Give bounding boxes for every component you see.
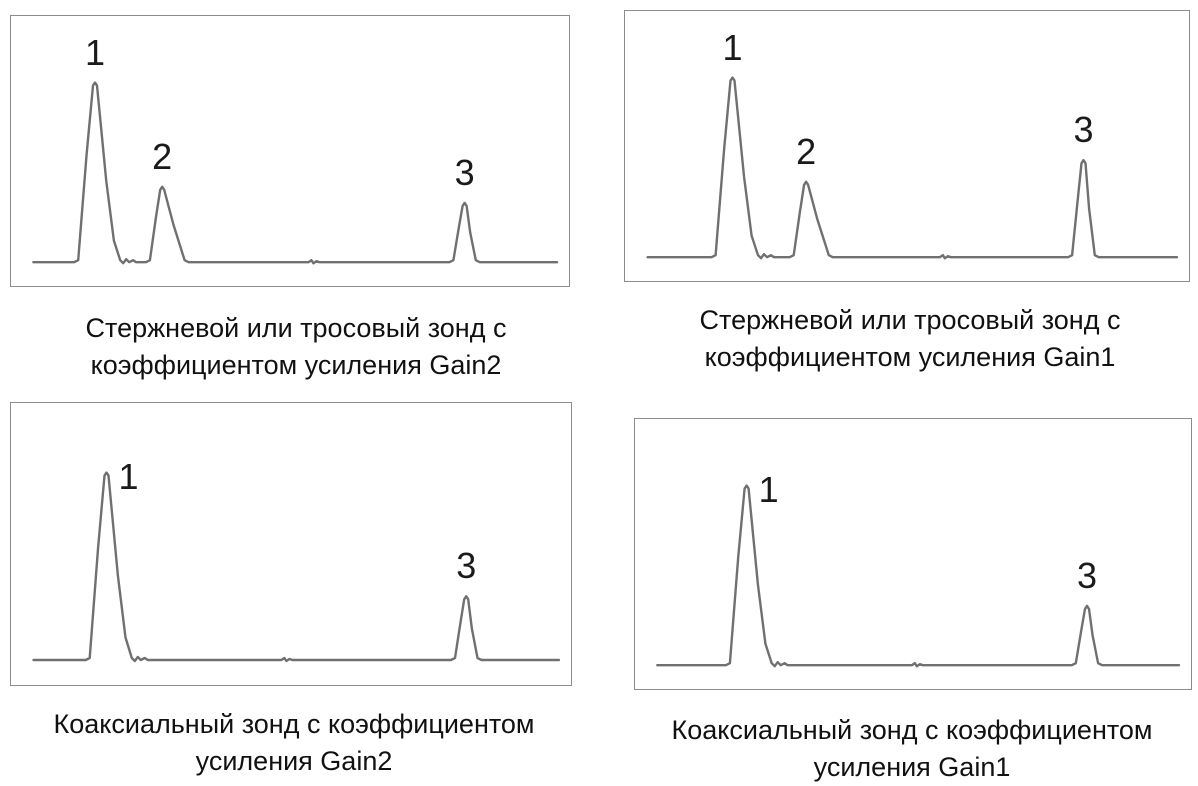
peak-label-3: 3 <box>455 155 475 191</box>
chart-panel: 1 2 3 <box>10 15 570 287</box>
chart-plot-area <box>11 403 571 685</box>
peak-label-2: 2 <box>796 134 816 170</box>
caption-line: Коаксиальный зонд с коэффициентом <box>54 706 535 743</box>
signal-trace <box>657 486 1179 667</box>
peak-label-3: 3 <box>1077 558 1097 594</box>
peak-label-3: 3 <box>1073 112 1093 148</box>
caption-line: Стержневой или тросовый зонд с <box>700 302 1121 339</box>
peak-label-1: 1 <box>723 30 743 66</box>
peak-label-1: 1 <box>119 459 139 495</box>
peak-label-2: 2 <box>152 139 172 175</box>
peak-label-3: 3 <box>456 548 476 584</box>
caption-line: коэффициентом усиления Gain2 <box>86 347 507 384</box>
chart-plot-area <box>625 11 1189 281</box>
peak-label-1: 1 <box>85 35 105 71</box>
chart-panel: 1 2 3 <box>624 10 1190 282</box>
caption-line: Стержневой или тросовый зонд с <box>86 310 507 347</box>
caption-line: усиления Gain1 <box>672 749 1153 786</box>
caption-line: коэффициентом усиления Gain1 <box>700 339 1121 376</box>
peak-label-1: 1 <box>759 472 779 508</box>
signal-trace <box>34 473 559 661</box>
caption-line: усиления Gain2 <box>54 743 535 780</box>
chart-plot-area <box>635 419 1191 689</box>
caption-line: Коаксиальный зонд с коэффициентом <box>672 712 1153 749</box>
signal-trace <box>33 83 557 264</box>
signal-trace <box>648 78 1177 259</box>
